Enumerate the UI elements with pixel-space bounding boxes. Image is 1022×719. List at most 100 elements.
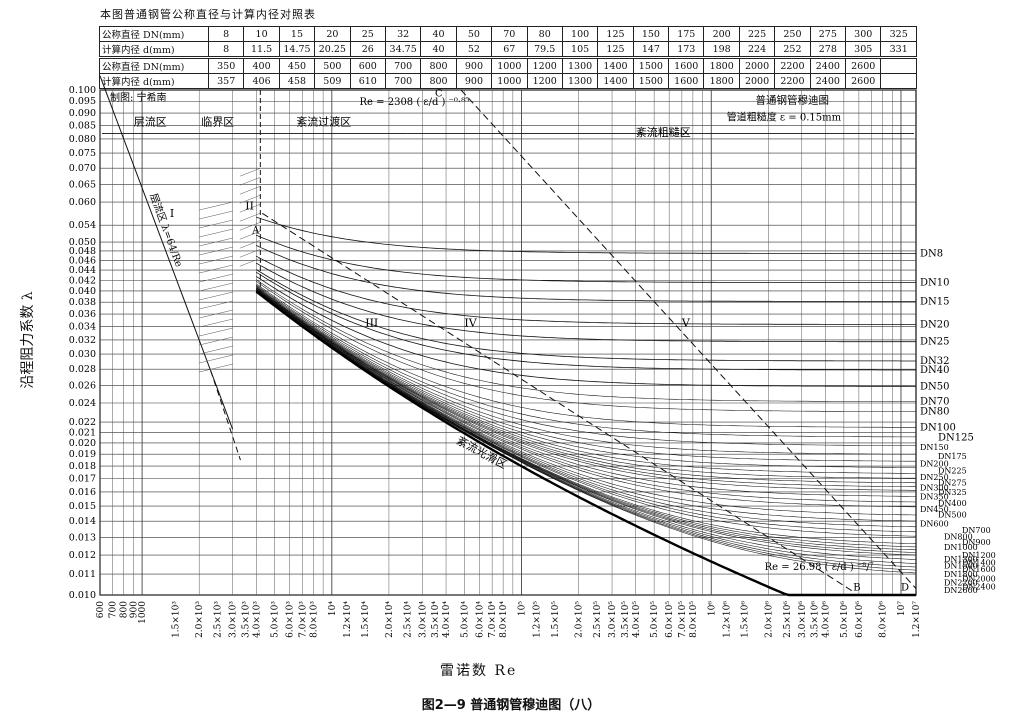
x-tick-label: 10⁶	[707, 601, 717, 616]
smooth-pipe-curve	[255, 290, 916, 597]
x-tick-label: 2.0×10⁵	[575, 601, 585, 638]
y-tick-label: 0.032	[69, 335, 96, 346]
x-tick-label: 3.0×10⁵	[608, 601, 618, 638]
plot-frame	[99, 89, 917, 596]
hatch-line	[199, 363, 233, 373]
hatch-line	[239, 176, 261, 186]
x-tick-label: 1.2×10⁴	[343, 601, 353, 638]
hatch-line	[199, 246, 233, 256]
y-tick-label: 0.065	[69, 179, 96, 190]
friction-curve-dn50	[256, 276, 916, 387]
x-tick-label: 10⁵	[518, 601, 528, 616]
friction-curve-dn200	[256, 287, 916, 462]
series-label: DN25	[920, 337, 950, 348]
y-tick-label: 0.060	[69, 197, 96, 208]
hatch-line	[199, 273, 233, 283]
roman-numeral-4: IV	[464, 317, 477, 330]
rough-boundary-line	[460, 89, 917, 589]
hatch-line	[239, 212, 261, 222]
series-label: DN50	[920, 381, 950, 392]
y-tick-label: 0.018	[69, 461, 96, 472]
point-letter-c: C	[435, 89, 443, 100]
y-tick-label: 0.044	[69, 265, 96, 276]
y-tick-label: 0.016	[69, 487, 96, 498]
series-label: DN600	[920, 519, 949, 528]
hatch-line	[199, 255, 233, 265]
y-tick-label: 0.036	[69, 309, 96, 320]
table-cell: 50	[455, 26, 493, 42]
friction-curve-dn350	[256, 288, 916, 491]
x-tick-label: 8.0×10⁶	[879, 601, 889, 638]
table-row: 计算内径 d(mm) 357 406 458 509 610 700 800 900 1000 12…	[99, 73, 917, 89]
y-tick-label: 0.046	[69, 255, 96, 266]
friction-curve-dn2200	[256, 290, 917, 568]
y-tick-label: 0.070	[69, 163, 96, 174]
y-tick-label: 0.085	[69, 121, 96, 132]
point-letter-b: B	[853, 583, 860, 594]
x-tick-label: 10⁷	[897, 601, 907, 616]
y-tick-label: 0.012	[69, 550, 96, 561]
author-label: 制图: 宁希南	[110, 91, 167, 104]
x-tick-label: 7.0×10⁴	[488, 601, 498, 638]
x-tick-label: 7.0×10⁵	[678, 601, 688, 638]
curve-group	[256, 216, 917, 574]
friction-curve-dn700	[256, 290, 916, 522]
table-title: 本图普通钢管公称直径与计算内径对照表	[100, 8, 316, 21]
series-label: DN450	[920, 505, 949, 514]
x-tick-label: 6.0×10⁴	[475, 601, 485, 638]
series-label: DN250	[920, 473, 949, 482]
hatch-line	[199, 309, 233, 319]
hatch-line	[199, 318, 233, 328]
friction-curve-dn1500	[256, 290, 917, 553]
hatch-line	[199, 354, 233, 364]
table-cell: 11.5	[243, 41, 280, 57]
y-tick-label: 0.050	[69, 237, 96, 248]
x-tick-label: 1.2×10⁵	[533, 601, 543, 638]
region-label-laminar: 层流区	[134, 115, 167, 129]
point-letter-d: D	[901, 583, 909, 594]
x-tick-label: 6.0×10⁶	[855, 601, 865, 638]
series-label: DN350	[920, 492, 949, 501]
x-tick-label: 2.5×10⁴	[403, 601, 413, 638]
series-label: DN1200	[962, 551, 996, 560]
series-label: DN400	[938, 499, 967, 508]
table-cell: 458	[278, 73, 316, 89]
table-cell: 79.5	[526, 41, 563, 57]
friction-curve-dn15	[256, 245, 916, 302]
y-tick-label: 0.024	[69, 398, 96, 409]
series-label: DN10	[920, 278, 950, 289]
friction-curve-dn40	[256, 271, 916, 371]
table-cell: 305	[845, 41, 882, 57]
region-label-rough: 紊流粗糙区	[636, 125, 691, 139]
roman-numeral-5: V	[681, 317, 691, 330]
point-letter-a: A	[251, 225, 260, 236]
x-tick-label: 1.2×10⁶	[722, 601, 732, 638]
series-label: DN70	[920, 397, 950, 408]
y-tick-label: 0.014	[69, 516, 96, 527]
y-tick-label: 0.048	[69, 246, 96, 257]
table-cell: 406	[243, 73, 280, 89]
series-label: DN1600	[962, 565, 996, 574]
friction-curve-dn25	[256, 262, 916, 343]
series-label: DN1300	[944, 555, 978, 564]
table-cell: 610	[349, 73, 386, 89]
hatch-line	[239, 203, 261, 213]
y-tick-label: 0.020	[69, 438, 96, 449]
x-tick-label: 2.0×10³	[195, 601, 205, 638]
table-cell: 173	[668, 41, 705, 57]
table-cell: 34.75	[384, 41, 422, 57]
series-label: DN80	[920, 407, 950, 418]
friction-curve-dn10	[256, 234, 916, 283]
table-cell	[880, 73, 917, 89]
friction-curve-dn250	[256, 287, 916, 474]
series-label: DN32	[920, 356, 950, 367]
x-tick-label: 8.0×10⁵	[689, 601, 699, 638]
region-label-transition: 紊流过渡区	[296, 115, 351, 129]
x-tick-label: 1.5×10⁵	[551, 601, 561, 638]
series-label: DN1800	[944, 570, 978, 579]
hatch-line	[199, 219, 233, 229]
hatch-line	[239, 257, 261, 267]
x-tick-label: 1.5×10³	[171, 601, 181, 638]
x-tick-label: 3.5×10⁵	[621, 601, 631, 638]
